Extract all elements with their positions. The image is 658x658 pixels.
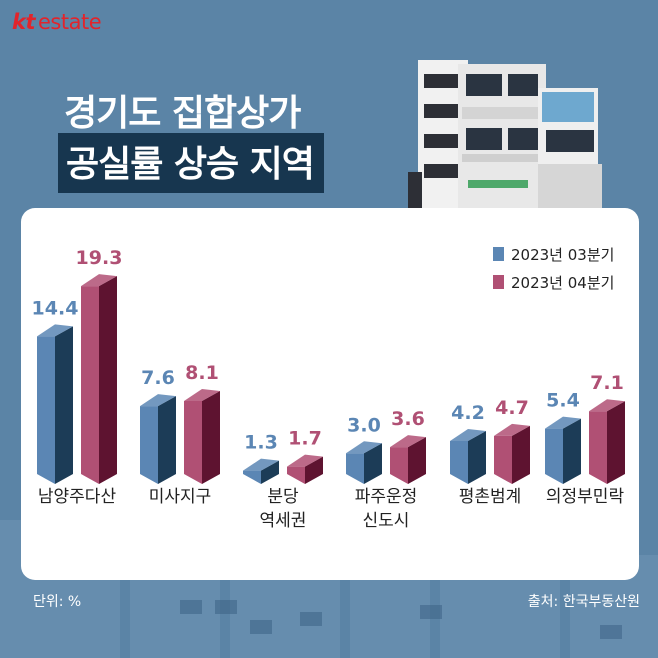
bar-front-1-0: [140, 406, 158, 484]
category-label-0-0: 남양주다산: [38, 487, 117, 507]
legend: 2023년 03분기 2023년 04분기: [493, 240, 614, 296]
bar-top-4-0: [450, 428, 486, 441]
category-label-3-1: 신도시: [363, 511, 410, 531]
bar-front-5-1: [589, 411, 607, 484]
bar-front-0-0: [37, 336, 55, 484]
logo-suffix: estate: [38, 10, 102, 34]
bar-front-3-0: [346, 453, 364, 484]
bar-side-3-0: [364, 443, 382, 484]
bar-side-0-0: [55, 326, 73, 484]
page-title-line1: 경기도 집합상가: [64, 93, 301, 134]
bar-side-4-1: [512, 425, 530, 484]
bar-top-3-1: [390, 435, 426, 448]
bar-front-4-1: [494, 435, 512, 484]
bar-side-4-0: [468, 430, 486, 484]
building-illustration: [408, 60, 602, 210]
bar-front-1-1: [184, 400, 202, 484]
bar-top-0-0: [37, 324, 73, 337]
bar-side-2-1: [305, 456, 323, 484]
category-label-1-0: 미사지구: [149, 487, 212, 507]
category-label-4-0: 평촌범계: [459, 487, 522, 507]
category-label-3-0: 파주운정: [355, 487, 418, 507]
category-label-2-0: 분당: [267, 487, 299, 507]
legend-item-q3: 2023년 03분기: [493, 240, 614, 268]
bar-side-1-1: [202, 390, 220, 484]
bar-top-3-0: [346, 441, 382, 454]
bar-top-1-0: [140, 394, 176, 407]
page-title-line2: 공실률 상승 지역: [58, 133, 324, 193]
bar-top-4-1: [494, 423, 530, 436]
bar-side-5-1: [607, 401, 625, 484]
source-label: 출처: 한국부동산원: [527, 594, 640, 610]
legend-swatch-q3: [493, 247, 504, 261]
bar-front-0-1: [81, 286, 99, 484]
value-label-2-1: 1.7: [288, 428, 322, 450]
bar-top-5-0: [545, 416, 581, 429]
legend-label-q4: 2023년 04분기: [511, 273, 615, 292]
legend-label-q3: 2023년 03분기: [511, 245, 615, 264]
bar-top-1-1: [184, 388, 220, 401]
legend-item-q4: 2023년 04분기: [493, 268, 614, 296]
bar-side-2-0: [261, 460, 279, 484]
bar-front-2-0: [243, 470, 261, 484]
value-label-5-1: 7.1: [590, 372, 624, 394]
value-label-4-0: 4.2: [451, 402, 485, 424]
value-label-1-1: 8.1: [185, 362, 219, 384]
category-label-5-0: 의정부민락: [546, 487, 625, 507]
bar-side-3-1: [408, 437, 426, 484]
bar-front-3-1: [390, 447, 408, 484]
bar-front-4-0: [450, 440, 468, 484]
value-label-0-0: 14.4: [32, 297, 79, 319]
value-label-0-1: 19.3: [76, 247, 123, 269]
bar-top-2-1: [287, 454, 323, 467]
bar-side-1-0: [158, 396, 176, 484]
value-label-3-1: 3.6: [391, 408, 425, 430]
value-label-2-0: 1.3: [244, 432, 278, 454]
bar-top-0-1: [81, 274, 117, 287]
chart-card: [21, 208, 639, 580]
value-label-3-0: 3.0: [347, 414, 381, 436]
logo-brand: kt: [12, 10, 36, 34]
bar-front-2-1: [287, 466, 305, 484]
bar-top-5-1: [589, 399, 625, 412]
kt-estate-logo: kt estate: [12, 10, 102, 34]
legend-swatch-q4: [493, 275, 504, 289]
category-label-2-1: 역세권: [260, 511, 307, 531]
value-label-1-0: 7.6: [141, 367, 175, 389]
bar-top-2-0: [243, 458, 279, 471]
bar-side-5-0: [563, 418, 581, 484]
bar-front-5-0: [545, 428, 563, 484]
value-label-4-1: 4.7: [495, 397, 529, 419]
unit-label: 단위: %: [33, 594, 82, 610]
value-label-5-0: 5.4: [546, 390, 580, 412]
bar-side-0-1: [99, 276, 117, 484]
